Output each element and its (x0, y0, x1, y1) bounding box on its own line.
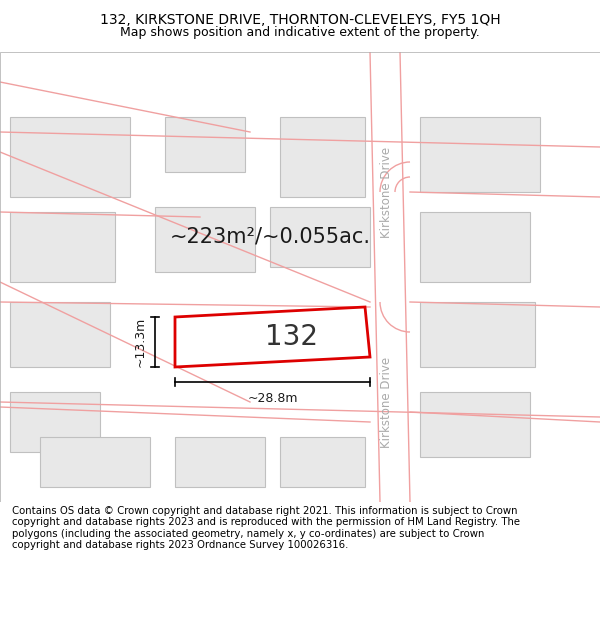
Bar (280, 437, 365, 487)
Polygon shape (175, 307, 370, 367)
Bar (10, 302, 110, 367)
Bar (165, 117, 245, 172)
Bar (10, 117, 130, 197)
Text: ~28.8m: ~28.8m (247, 392, 298, 405)
Text: Map shows position and indicative extent of the property.: Map shows position and indicative extent… (120, 26, 480, 39)
Bar (280, 117, 365, 197)
Bar (10, 392, 100, 452)
Bar (270, 207, 370, 267)
Text: ~13.3m: ~13.3m (134, 317, 147, 367)
Bar (40, 437, 150, 487)
Bar (420, 212, 530, 282)
Text: Kirkstone Drive: Kirkstone Drive (380, 146, 394, 238)
Text: 132: 132 (265, 323, 318, 351)
Bar (10, 212, 115, 282)
Bar (420, 117, 540, 192)
Text: ~223m²/~0.055ac.: ~223m²/~0.055ac. (170, 227, 371, 247)
Text: 132, KIRKSTONE DRIVE, THORNTON-CLEVELEYS, FY5 1QH: 132, KIRKSTONE DRIVE, THORNTON-CLEVELEYS… (100, 13, 500, 27)
Bar (420, 302, 535, 367)
Bar (155, 207, 255, 272)
Bar (175, 437, 265, 487)
Text: Contains OS data © Crown copyright and database right 2021. This information is : Contains OS data © Crown copyright and d… (12, 506, 520, 551)
Text: Kirkstone Drive: Kirkstone Drive (380, 356, 394, 447)
Bar (420, 392, 530, 457)
